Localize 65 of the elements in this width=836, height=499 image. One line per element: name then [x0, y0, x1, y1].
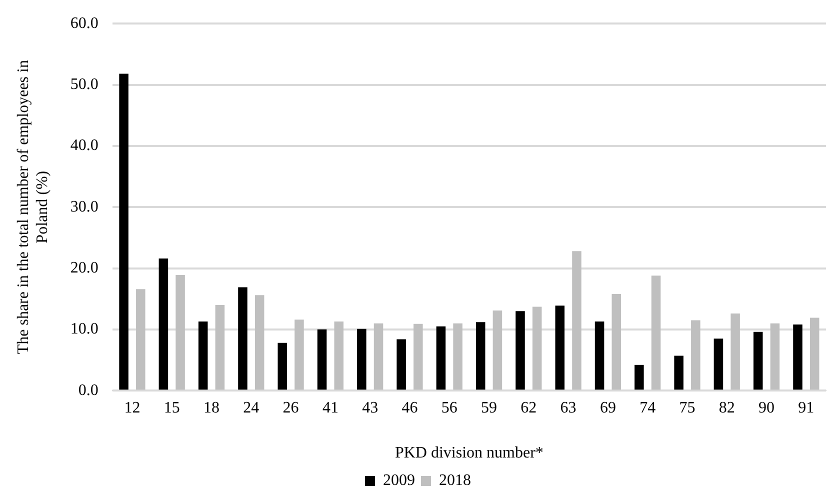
legend-label: 2009	[383, 472, 415, 490]
x-tick-label: 62	[520, 399, 537, 416]
legend-label: 2018	[439, 472, 471, 490]
y-tick-label: 10.0	[70, 320, 98, 338]
bar	[215, 304, 225, 390]
x-tick-label: 18	[204, 399, 220, 416]
bar	[436, 326, 446, 390]
bar	[334, 321, 344, 390]
bar	[317, 329, 327, 390]
y-tick-label: 40.0	[70, 137, 98, 154]
x-tick-label: 82	[718, 399, 735, 416]
bar	[278, 342, 288, 390]
y-tick-label: 0.0	[78, 382, 98, 399]
bar	[254, 295, 264, 390]
bar	[492, 310, 502, 390]
bar	[555, 306, 565, 390]
bar	[238, 287, 248, 390]
bar	[770, 323, 780, 390]
bar	[730, 314, 740, 390]
x-tick-label: 24	[243, 399, 260, 416]
bar	[691, 320, 700, 390]
bar	[453, 323, 462, 390]
x-tick-label: 69	[600, 399, 616, 416]
bar	[119, 74, 128, 390]
bar	[396, 339, 406, 390]
x-tick-label: 12	[124, 399, 140, 416]
bar	[516, 311, 525, 390]
y-tick-label: 60.0	[70, 14, 98, 32]
x-tick-label: 75	[679, 399, 696, 416]
bar	[753, 332, 763, 390]
bar	[198, 321, 208, 390]
x-tick-label: 59	[481, 399, 498, 416]
x-tick-label: 90	[758, 399, 775, 416]
x-tick-label: 15	[164, 399, 180, 416]
x-tick-label: 91	[798, 399, 814, 416]
y-tick-label: 30.0	[70, 198, 98, 216]
y-tick-label: 50.0	[70, 76, 98, 93]
x-tick-label: 74	[640, 399, 656, 416]
bar	[634, 364, 644, 390]
bar	[810, 318, 820, 390]
x-tick-label: 63	[560, 399, 576, 416]
x-axis-title: PKD division number*	[394, 444, 544, 462]
bar	[158, 258, 168, 390]
y-axis-title: The share in the total number of employees in Poland (%)	[14, 60, 52, 354]
bar	[476, 322, 486, 390]
bar	[414, 324, 423, 390]
y-tick-label: 20.0	[70, 259, 98, 276]
bar	[374, 323, 384, 390]
bar	[532, 306, 542, 390]
bar	[651, 276, 661, 390]
x-tick-label: 46	[402, 399, 418, 416]
bar	[714, 338, 724, 390]
bar	[572, 251, 582, 390]
x-tick-label: 26	[282, 399, 299, 416]
bar	[176, 274, 185, 390]
bar	[612, 294, 622, 390]
bar	[357, 328, 366, 390]
bar	[294, 320, 304, 390]
x-tick-label: 43	[362, 399, 378, 416]
bar	[594, 321, 604, 390]
x-tick-label: 56	[441, 399, 458, 416]
bar	[674, 356, 684, 390]
bar	[793, 324, 802, 390]
bar	[136, 289, 146, 390]
x-tick-label: 41	[322, 399, 338, 416]
